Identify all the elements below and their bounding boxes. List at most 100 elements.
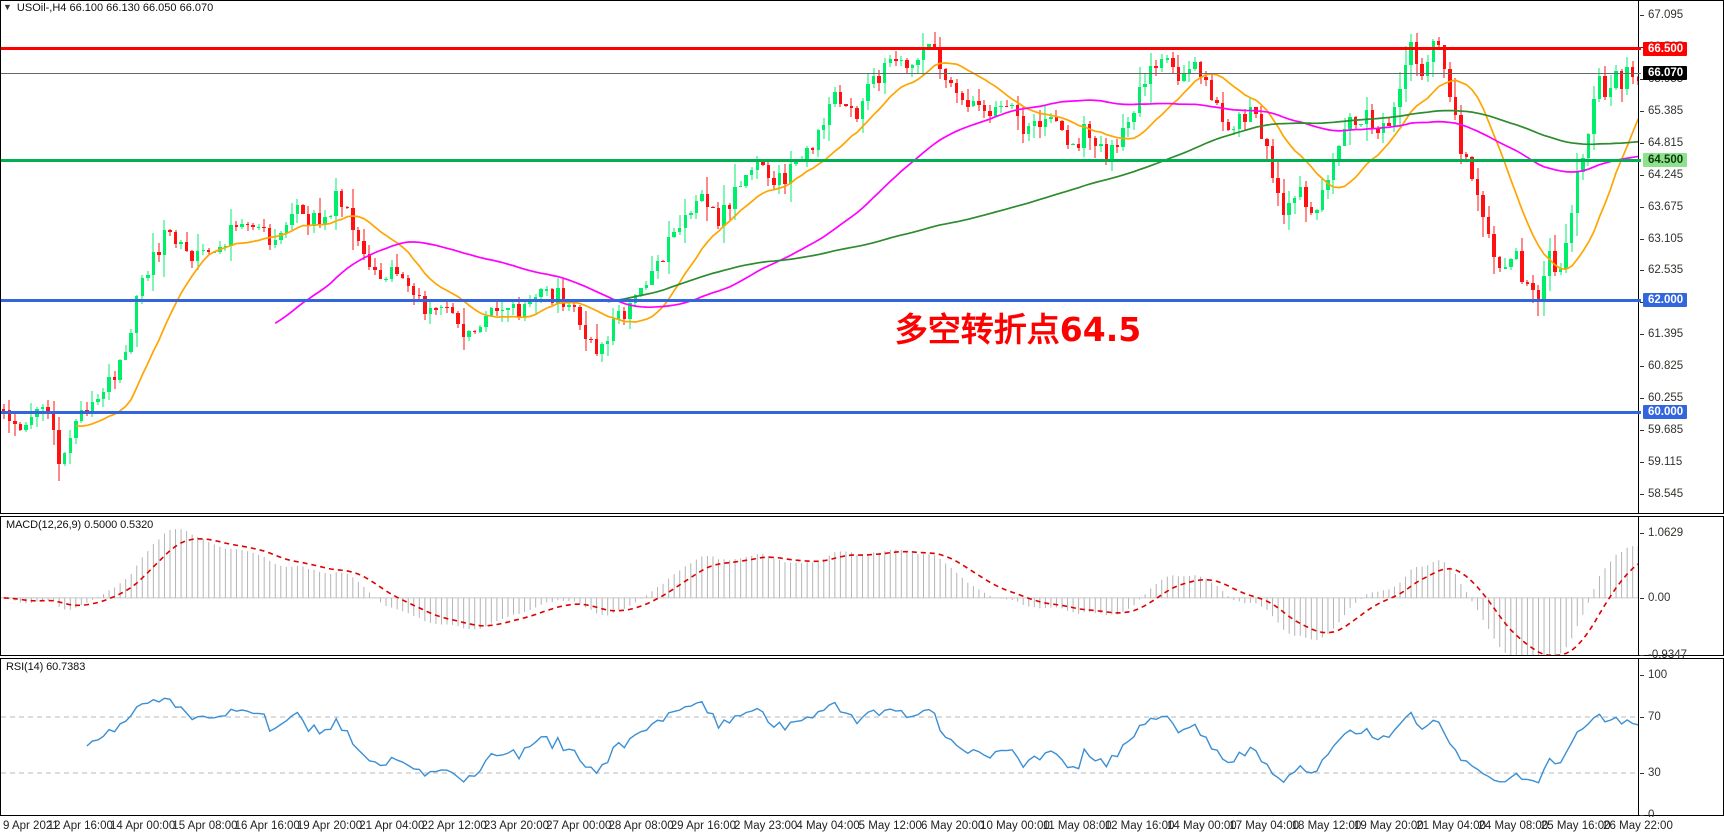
candlestick	[622, 306, 627, 326]
candlestick	[550, 287, 554, 305]
candlestick	[1309, 202, 1314, 215]
candlestick	[1088, 121, 1092, 150]
candlestick	[1165, 54, 1169, 64]
level-line-64-500[interactable]	[1, 158, 1641, 162]
candlestick	[1187, 61, 1192, 82]
time-tick: 12 Apr 16:00	[47, 820, 113, 832]
candlestick	[594, 323, 599, 357]
candlestick	[29, 403, 34, 430]
price-tick: 60.255	[1639, 392, 1683, 404]
candlestick	[395, 254, 399, 276]
level-line-62-000[interactable]	[1, 298, 1641, 302]
candlestick	[1608, 75, 1613, 107]
candlestick	[1553, 235, 1557, 276]
candlestick	[1326, 174, 1330, 200]
candlestick	[1453, 77, 1458, 120]
candlestick	[428, 302, 433, 325]
chart-annotation[interactable]: 多空转折点64.5	[894, 309, 1142, 349]
candlestick	[539, 287, 543, 304]
candlestick	[761, 159, 765, 167]
candlestick	[711, 206, 715, 209]
rsi-tick: 0	[1639, 809, 1654, 821]
candlestick	[1337, 144, 1341, 166]
candlestick	[1409, 33, 1413, 82]
candlestick	[1442, 44, 1447, 79]
time-tick: 17 May 04:00	[1229, 820, 1299, 832]
candlestick	[1459, 104, 1463, 165]
candlestick	[838, 84, 843, 107]
candlestick	[1614, 64, 1618, 90]
candlestick	[810, 146, 815, 154]
candlestick	[1032, 114, 1037, 139]
price-tick: 64.815	[1639, 137, 1683, 149]
candlestick	[1115, 138, 1120, 153]
price-tick: 59.115	[1639, 456, 1682, 468]
candlestick	[1542, 260, 1546, 317]
candlestick	[545, 285, 549, 296]
candlestick	[650, 256, 654, 286]
chevron-down-icon[interactable]: ▼	[3, 2, 12, 12]
time-tick: 16 Apr 16:00	[234, 820, 300, 832]
candlestick	[1265, 138, 1269, 160]
candlestick	[938, 37, 942, 79]
candlestick	[434, 306, 438, 315]
candlestick	[678, 214, 682, 235]
price-plot-area[interactable]: 多空转折点64.5	[1, 1, 1723, 513]
candlestick	[323, 210, 327, 230]
candlestick	[1492, 226, 1496, 275]
candlestick	[1398, 71, 1402, 129]
candlestick	[112, 371, 117, 389]
candlestick	[1470, 155, 1474, 181]
level-line-60-000[interactable]	[1, 410, 1641, 414]
candlestick	[617, 305, 621, 324]
candlestick	[1564, 224, 1568, 273]
candlestick	[855, 105, 859, 122]
candlestick	[744, 174, 748, 188]
candlestick	[1176, 54, 1181, 86]
candlestick	[18, 421, 23, 431]
rsi-plot-area[interactable]	[1, 659, 1723, 815]
candlestick	[716, 201, 721, 229]
candlestick	[783, 164, 787, 194]
level-line-66-500[interactable]	[1, 47, 1641, 51]
candlestick	[1004, 100, 1009, 108]
candlestick	[484, 311, 488, 333]
moving-average-overlay	[75, 62, 1640, 427]
candlestick	[666, 221, 671, 274]
candlestick	[168, 228, 172, 236]
candlestick	[1431, 39, 1435, 77]
candlestick	[423, 290, 427, 320]
candlestick	[506, 307, 510, 323]
candlestick	[1126, 117, 1131, 138]
price-axis[interactable]: 67.09566.52565.95565.38564.81564.24563.6…	[1639, 1, 1723, 513]
candlestick	[1015, 95, 1020, 130]
candlestick	[24, 421, 28, 432]
candlestick	[473, 330, 477, 335]
candlestick	[833, 86, 837, 107]
candlestick	[1486, 206, 1491, 238]
candlestick	[7, 400, 12, 433]
candlestick	[694, 195, 699, 220]
macd-axis: 1.0629 0.00 -0.9347	[1639, 517, 1723, 661]
price-tick: 63.105	[1639, 233, 1683, 245]
candlestick	[328, 214, 333, 220]
macd-plot-area[interactable]	[1, 517, 1723, 655]
candlestick	[1204, 71, 1208, 86]
candlestick	[1464, 151, 1469, 160]
candlestick	[844, 103, 848, 107]
candlestick	[184, 231, 189, 253]
time-tick: 14 Apr 00:00	[109, 820, 176, 832]
candlestick	[57, 416, 61, 481]
candlestick	[456, 311, 460, 328]
time-tick: 26 May 22:00	[1603, 820, 1673, 832]
candlestick	[722, 184, 726, 243]
price-tick: 64.245	[1639, 169, 1683, 181]
candlestick	[766, 160, 771, 187]
candlestick	[949, 76, 953, 88]
candlestick	[1531, 275, 1535, 304]
time-tick: 28 Apr 08:00	[608, 820, 674, 832]
candlestick	[1586, 133, 1591, 166]
price-chart-panel: 多空转折点64.5 67.09566.52565.95565.38564.815…	[0, 0, 1724, 514]
candlestick	[1027, 122, 1031, 142]
candlestick	[367, 244, 372, 271]
